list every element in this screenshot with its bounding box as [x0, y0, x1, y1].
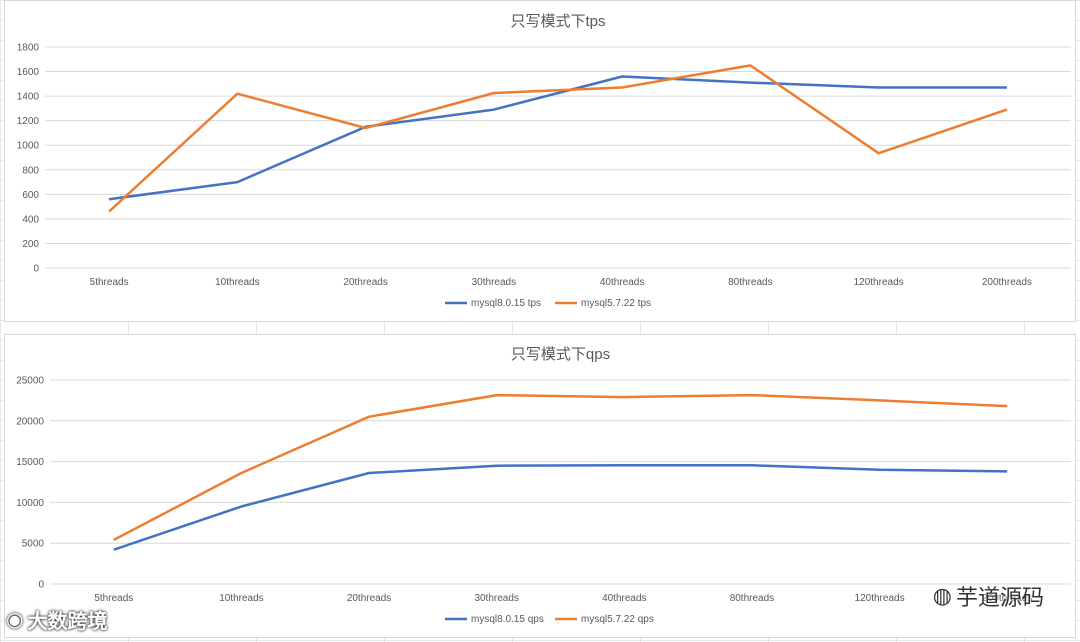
qps-x-tick-label: 30threads	[474, 593, 518, 604]
qps-x-tick-label: 120threads	[855, 593, 905, 604]
qps-legend-entry: mysql8.0.15 qps	[471, 614, 544, 625]
qps-series-line-mysql8[interactable]	[113, 464, 1008, 551]
tps-series-line-mysql57[interactable]	[108, 64, 1008, 213]
tps-y-tick-label: 0	[33, 264, 39, 275]
qps-y-tick-label: 5000	[22, 539, 45, 550]
qps-series-line-mysql57[interactable]	[113, 393, 1008, 542]
watermark-right-text: 芋道源码	[955, 585, 1044, 610]
tps-legend-entry: mysql8.0.15 tps	[471, 298, 541, 309]
tps-chart-panel[interactable]: 只写模式下tps 0 200 400 600 800 1000 1200 1400 1600 180…	[4, 0, 1076, 322]
tps-x-tick-label: 200threads	[982, 277, 1032, 288]
tps-y-tick-label: 1000	[17, 141, 40, 152]
tps-y-tick-label: 1800	[17, 43, 40, 54]
tps-x-tick-label: 5threads	[90, 277, 129, 288]
wechat-icon: ◍	[932, 583, 952, 608]
qps-chart-panel[interactable]: 只写模式下qps 0 5000 10000 15000 20000 25000 5thread…	[4, 334, 1076, 638]
qps-x-tick-label: 200threads	[982, 593, 1032, 604]
tps-series-line-mysql8[interactable]	[108, 75, 1007, 201]
qps-chart-title: 只写模式下qps	[511, 346, 610, 363]
qps-y-tick-label: 10000	[16, 498, 44, 509]
tps-chart-title: 只写模式下tps	[510, 13, 605, 30]
tps-y-tick-label: 200	[22, 239, 39, 250]
weibo-icon: ◉	[6, 609, 24, 631]
tps-x-tick-label: 20threads	[343, 277, 387, 288]
qps-chart: 只写模式下qps 0 5000 10000 15000 20000 25000 5thread…	[16, 346, 1071, 625]
tps-y-tick-label: 400	[22, 214, 39, 225]
qps-x-tick-label: 10threads	[219, 593, 263, 604]
tps-x-tick-label: 120threads	[854, 277, 904, 288]
watermark-left-text: 大数跨境	[27, 611, 108, 633]
tps-x-tick-label: 40threads	[600, 277, 644, 288]
qps-y-tick-label: 0	[38, 580, 44, 591]
qps-x-tick-label: 80threads	[730, 593, 774, 604]
tps-y-tick-label: 1200	[17, 116, 40, 127]
tps-y-tick-label: 600	[22, 190, 39, 201]
tps-y-tick-label: 800	[22, 165, 39, 176]
tps-chart: 只写模式下tps 0 200 400 600 800 1000 1200 1400 1600 180…	[17, 13, 1071, 309]
watermark-weibo: ◉ 大数跨境	[6, 605, 107, 634]
qps-y-tick-label: 15000	[16, 457, 44, 468]
tps-x-tick-label: 30threads	[472, 277, 516, 288]
qps-y-tick-label: 20000	[16, 416, 44, 427]
tps-x-tick-label: 10threads	[215, 277, 259, 288]
qps-y-tick-label: 25000	[16, 376, 44, 387]
qps-x-tick-label: 40threads	[602, 593, 646, 604]
watermark-wechat: ◍ 芋道源码	[933, 580, 1044, 612]
tps-x-tick-label: 80threads	[728, 277, 772, 288]
qps-x-tick-label: 5threads	[94, 593, 133, 604]
tps-y-tick-label: 1400	[17, 92, 40, 103]
tps-y-tick-label: 1600	[17, 67, 40, 78]
qps-legend-entry: mysql5.7.22 qps	[581, 614, 654, 625]
qps-x-tick-label: 20threads	[347, 593, 391, 604]
tps-legend-entry: mysql5.7.22 tps	[581, 298, 651, 309]
